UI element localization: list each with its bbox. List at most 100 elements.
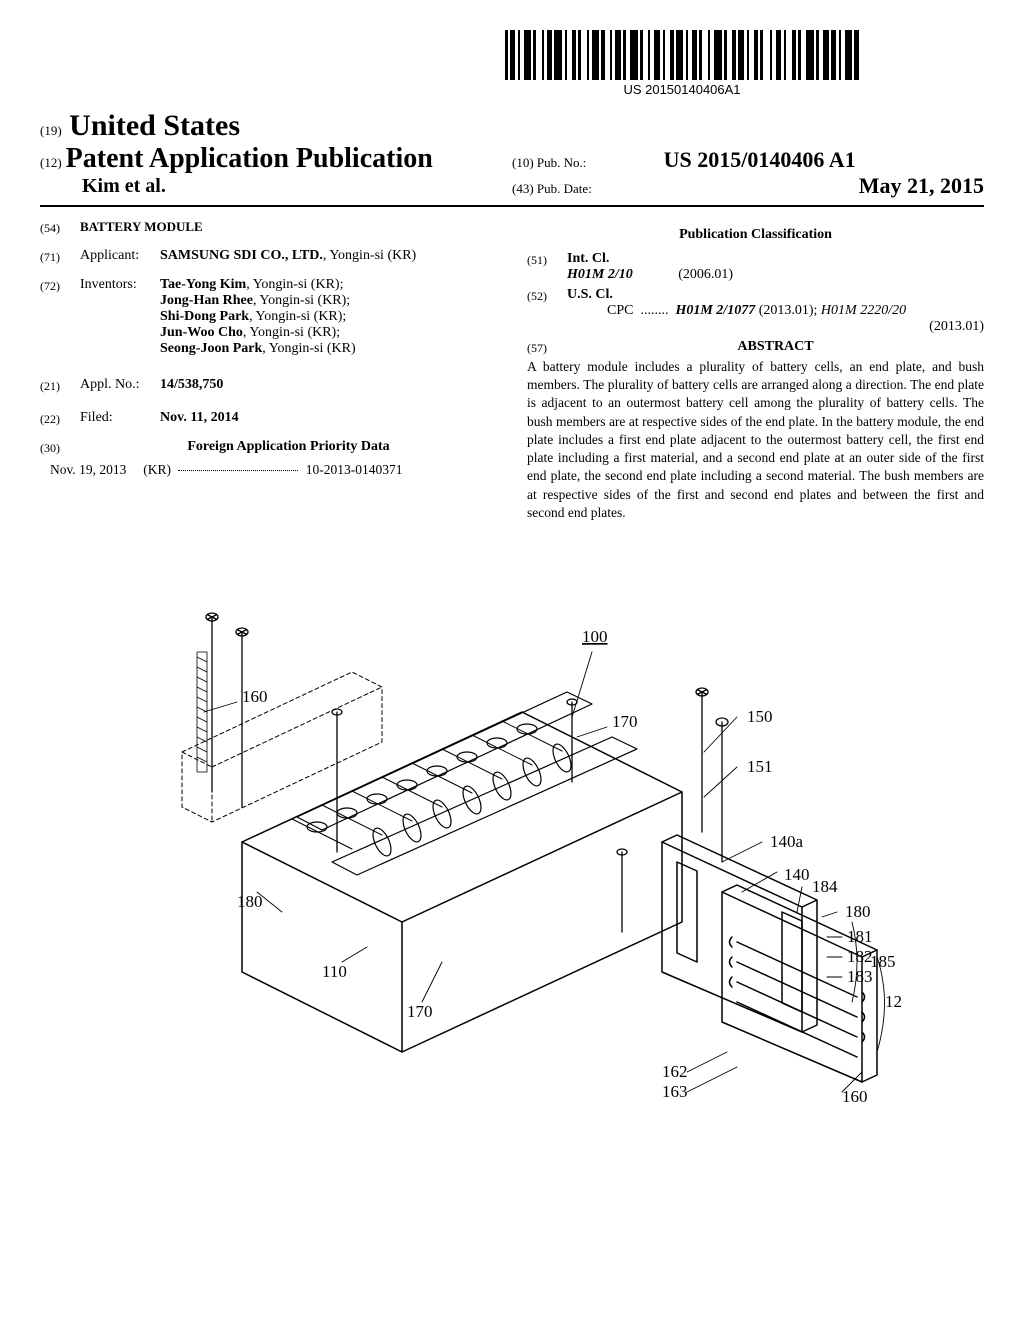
intcl-value: H01M 2/10: [567, 267, 633, 282]
applicant-loc: , Yongin-si (KR): [323, 248, 416, 263]
applicant-code: (71): [40, 248, 80, 265]
title-row: (54) BATTERY MODULE: [40, 219, 497, 236]
uscl-row: (52) U.S. Cl. CPC ........ H01M 2/1077 (…: [527, 287, 984, 335]
barcode-number: US 20150140406A1: [505, 82, 859, 97]
cpc-year2: (2013.01): [607, 319, 984, 335]
ref-100: 100: [582, 627, 608, 646]
inventor-name: Jun-Woo Cho: [160, 325, 243, 340]
header-block: (19) United States (12) Patent Applicati…: [40, 109, 984, 207]
classification-header: Publication Classification: [527, 227, 984, 243]
pubdate-code: (43): [512, 181, 534, 197]
pub-right: (10) Pub. No.: US 2015/0140406 A1 (43) P…: [512, 147, 984, 199]
uscl-content: U.S. Cl. CPC ........ H01M 2/1077 (2013.…: [567, 287, 984, 335]
pubno-code: (10): [512, 155, 534, 171]
uscl-code: (52): [527, 287, 567, 304]
inventors-code: (72): [40, 277, 80, 294]
ref-180c: 180: [845, 902, 871, 921]
applno-code: (21): [40, 377, 80, 394]
pub-left: (12) Patent Application Publication Kim …: [40, 143, 512, 198]
inventor-name: Shi-Dong Park: [160, 309, 249, 324]
ref-151: 151: [747, 757, 773, 776]
authors-line: Kim et al.: [40, 175, 512, 198]
invention-title: BATTERY MODULE: [80, 219, 497, 235]
pubdate-value: May 21, 2015: [859, 173, 984, 199]
foreign-header-row: (30) Foreign Application Priority Data: [40, 439, 497, 456]
inventor-loc: , Yongin-si (KR);: [253, 293, 350, 308]
intcl-label: Int. Cl.: [567, 251, 609, 266]
publication-line: (12) Patent Application Publication Kim …: [40, 143, 984, 207]
inventors-row: (72) Inventors: Tae-Yong Kim, Yongin-si …: [40, 277, 497, 357]
dotfill: [178, 470, 298, 471]
right-column: Publication Classification (51) Int. Cl.…: [527, 219, 984, 522]
uscl-label: U.S. Cl.: [567, 287, 613, 302]
intcl-code: (51): [527, 251, 567, 268]
applicant-content: SAMSUNG SDI CO., LTD., Yongin-si (KR): [160, 248, 497, 264]
ref-180a: 180: [237, 892, 263, 911]
ref-120: 120: [885, 992, 902, 1011]
battery-module-figure: 100 150 151 140a 140 184 180 181 182 183…: [122, 562, 902, 1122]
abstract-code: (57): [527, 339, 567, 356]
cpc-year1: (2013.01);: [759, 303, 818, 318]
ref-160b: 160: [842, 1087, 868, 1106]
inventor-loc: , Yongin-si (KR);: [243, 325, 340, 340]
cpc-line: CPC ........ H01M 2/1077 (2013.01); H01M…: [567, 303, 984, 335]
ref-183: 183: [847, 967, 873, 986]
inventors-label: Inventors:: [80, 277, 160, 293]
inventor-name: Tae-Yong Kim: [160, 277, 246, 292]
abstract-label: ABSTRACT: [567, 339, 984, 355]
ref-140a: 140a: [770, 832, 804, 851]
foreign-country: (KR): [143, 462, 171, 477]
country-code: (19): [40, 123, 62, 138]
foreign-data-row: Nov. 19, 2013 (KR) 10-2013-0140371: [40, 462, 497, 478]
title-code: (54): [40, 219, 80, 236]
abstract-header-row: (57) ABSTRACT: [527, 339, 984, 356]
ref-150: 150: [747, 707, 773, 726]
country-line: (19) United States: [40, 109, 984, 143]
inventor-name: Jong-Han Rhee: [160, 293, 253, 308]
cpc-label: CPC: [607, 303, 633, 318]
cpc-value1: H01M 2/1077: [675, 303, 755, 318]
applicant-label: Applicant:: [80, 248, 160, 264]
barcode: US 20150140406A1: [505, 30, 859, 97]
ref-163: 163: [662, 1082, 688, 1101]
ref-110: 110: [322, 962, 347, 981]
left-column: (54) BATTERY MODULE (71) Applicant: SAMS…: [40, 219, 497, 522]
applicant-row: (71) Applicant: SAMSUNG SDI CO., LTD., Y…: [40, 248, 497, 265]
cpc-value2: H01M 2220/20: [821, 303, 906, 318]
intcl-row: (51) Int. Cl. H01M 2/10 (2006.01): [527, 251, 984, 283]
abstract-text: A battery module includes a plurality of…: [527, 358, 984, 522]
pubdate-label: Pub. Date:: [537, 181, 592, 196]
pubno-label: Pub. No.:: [537, 155, 586, 170]
filed-code: (22): [40, 410, 80, 427]
country-name: United States: [69, 109, 240, 142]
ref-182: 182: [847, 947, 873, 966]
classification-block: (51) Int. Cl. H01M 2/10 (2006.01) (52) U…: [527, 251, 984, 335]
foreign-code: (30): [40, 439, 80, 456]
ref-181: 181: [847, 927, 873, 946]
doc-type: Patent Application Publication: [66, 143, 433, 174]
ref-185: 185: [870, 952, 896, 971]
inventor-loc: , Yongin-si (KR);: [246, 277, 343, 292]
inventors-list: Tae-Yong Kim, Yongin-si (KR); Jong-Han R…: [160, 277, 497, 357]
foreign-date: Nov. 19, 2013: [50, 462, 126, 477]
ref-160a: 160: [242, 687, 268, 706]
inventor-name: Seong-Joon Park: [160, 341, 262, 356]
ref-162: 162: [662, 1062, 688, 1081]
applicant-name: SAMSUNG SDI CO., LTD.: [160, 248, 323, 263]
applno-label: Appl. No.:: [80, 377, 160, 393]
ref-170a: 170: [612, 712, 638, 731]
foreign-number: 10-2013-0140371: [306, 462, 403, 477]
filed-row: (22) Filed: Nov. 11, 2014: [40, 410, 497, 427]
applno-row: (21) Appl. No.: 14/538,750: [40, 377, 497, 394]
inventor-loc: , Yongin-si (KR): [262, 341, 355, 356]
ref-170b: 170: [407, 1002, 433, 1021]
intcl-content: Int. Cl. H01M 2/10 (2006.01): [567, 251, 984, 283]
foreign-header: Foreign Application Priority Data: [80, 439, 497, 455]
figure-area: 100 150 151 140a 140 184 180 181 182 183…: [40, 562, 984, 1127]
pubno-value: US 2015/0140406 A1: [664, 147, 856, 173]
applno-value: 14/538,750: [160, 377, 497, 393]
barcode-area: US 20150140406A1: [40, 30, 984, 99]
biblio-columns: (54) BATTERY MODULE (71) Applicant: SAMS…: [40, 219, 984, 522]
inventor-loc: , Yongin-si (KR);: [249, 309, 346, 324]
filed-label: Filed:: [80, 410, 160, 426]
